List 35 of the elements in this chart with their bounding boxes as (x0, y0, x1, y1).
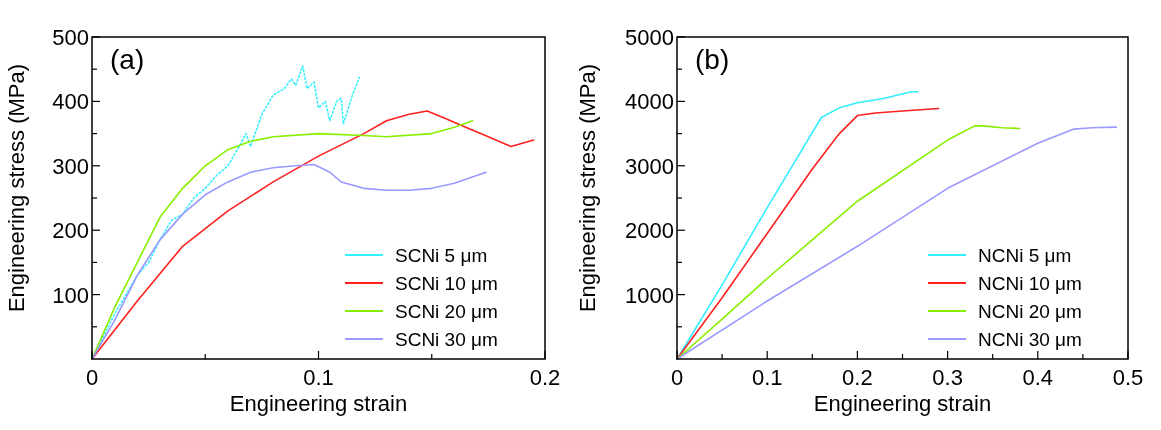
y-axis-title: Engineering stress (MPa) (575, 63, 600, 313)
x-tick-label: 0.4 (1022, 365, 1054, 390)
y-tick-label: 400 (52, 89, 89, 115)
x-tick-label: 0.2 (529, 365, 561, 390)
x-axis-title: Engineering strain (229, 391, 408, 416)
x-tick-label: 0 (670, 365, 684, 390)
x-tick-label: 0.1 (303, 365, 334, 390)
x-tick-label: 0.2 (842, 365, 873, 390)
y-tick-label: 5000 (625, 25, 674, 50)
y-axis-title: Engineering stress (MPa) (4, 63, 29, 313)
line-series (91, 110, 535, 360)
x-tick-label: 0.3 (932, 365, 963, 390)
y-tick-label: 100 (52, 282, 89, 308)
x-tick-label: 0.5 (1112, 365, 1144, 390)
line-series (676, 126, 1118, 360)
y-tick-label: 500 (52, 25, 89, 50)
x-axis-title: Engineering strain (813, 391, 992, 416)
legend-label: SCNi 30 μm (395, 329, 498, 350)
legend-label: SCNi 5 μm (395, 245, 488, 266)
annotation: (b) (695, 44, 730, 75)
y-tick-label: 300 (52, 153, 89, 179)
x-tick-label: 0.1 (751, 365, 783, 390)
legend-label: SCNi 20 μm (395, 301, 498, 322)
y-tick-label: 4000 (625, 89, 674, 115)
x-tick-label: 0 (85, 365, 99, 390)
y-tick-label: 1000 (625, 282, 674, 308)
legend-label: NCNi 10 μm (978, 273, 1082, 294)
legend-label: SCNi 10 μm (395, 273, 498, 294)
legend-label: NCNi 20 μm (978, 301, 1082, 322)
y-tick-label: 200 (52, 218, 89, 244)
annotation: (a) (110, 44, 145, 75)
legend-label: NCNi 30 μm (978, 329, 1082, 350)
y-tick-label: 3000 (625, 153, 674, 179)
y-tick-label: 2000 (625, 218, 674, 244)
legend-label: NCNi 5 μm (978, 245, 1072, 266)
